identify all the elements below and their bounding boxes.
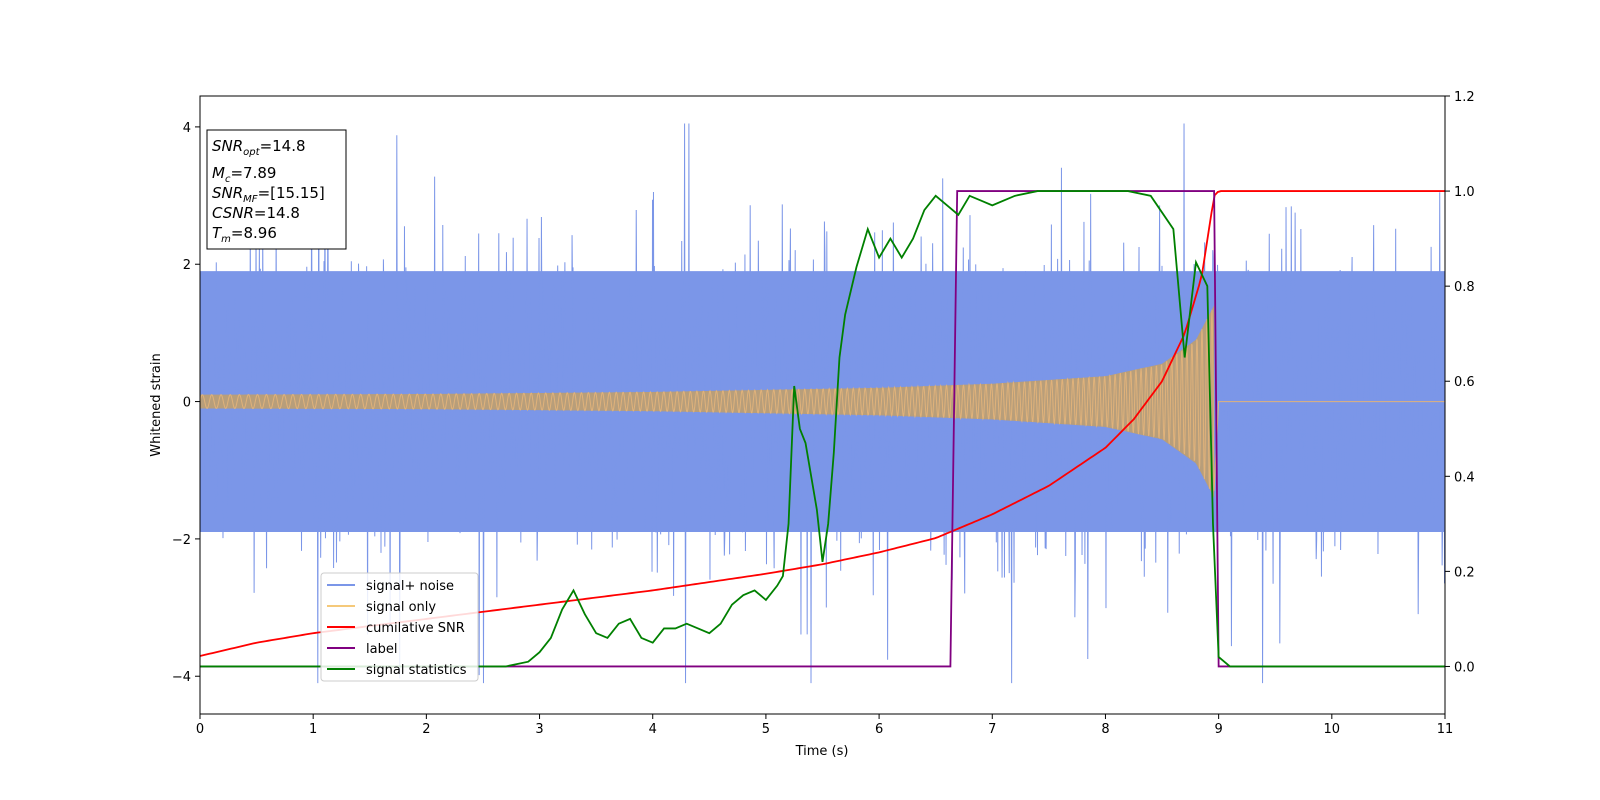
x-tick-label: 6 bbox=[875, 722, 883, 737]
legend-label: signal+ noise bbox=[366, 579, 454, 594]
x-axis-label: Time (s) bbox=[795, 744, 849, 759]
series-signal-only bbox=[200, 309, 1445, 491]
info-tm: Tm=8.96 bbox=[212, 224, 277, 245]
info-csnr: CSNR=14.8 bbox=[212, 204, 300, 222]
y-tick-label-left: 4 bbox=[183, 121, 191, 136]
legend-item-label: label bbox=[327, 642, 397, 657]
y-axis-label: Whitened strain bbox=[149, 353, 164, 456]
y-tick-label-left: 2 bbox=[183, 258, 191, 273]
x-tick-label: 9 bbox=[1214, 722, 1222, 737]
y-axis-left: −4 −2 0 2 4 bbox=[172, 121, 200, 685]
plot-area bbox=[200, 123, 1445, 684]
plot-frame bbox=[199, 95, 1446, 715]
x-tick-label: 10 bbox=[1324, 722, 1341, 737]
y-tick-label-left: −2 bbox=[172, 533, 191, 548]
legend-label: cumilative SNR bbox=[366, 621, 465, 636]
info-mc: Mc=7.89 bbox=[212, 164, 276, 185]
legend-frame bbox=[320, 572, 479, 682]
x-tick-label: 0 bbox=[196, 722, 204, 737]
legend-label: signal statistics bbox=[366, 663, 467, 678]
x-tick-label: 8 bbox=[1101, 722, 1109, 737]
legend-label: label bbox=[366, 642, 397, 657]
x-tick-label: 4 bbox=[649, 722, 657, 737]
legend: signal+ noise signal only cumilative SNR… bbox=[320, 572, 479, 682]
legend-item-signal-statistics: signal statistics bbox=[327, 663, 467, 678]
x-axis: 0 1 2 3 4 5 6 7 8 9 10 11 bbox=[196, 714, 1453, 737]
x-tick-label: 3 bbox=[535, 722, 543, 737]
y-tick-label-right: 0.4 bbox=[1454, 470, 1475, 485]
x-tick-label: 11 bbox=[1437, 722, 1454, 737]
y-tick-label-left: 0 bbox=[183, 396, 191, 411]
info-box: SNRopt=14.8 Mc=7.89 SNRMF=[15.15] CSNR=1… bbox=[206, 129, 347, 250]
series-signal-noise bbox=[200, 123, 1445, 684]
y-axis-right: 0.0 0.2 0.4 0.6 0.8 1.0 1.2 bbox=[1445, 90, 1475, 675]
y-tick-label-right: 0.2 bbox=[1454, 565, 1475, 580]
legend-item-cumulative-snr: cumilative SNR bbox=[327, 621, 465, 636]
signal-only-envelope bbox=[200, 305, 1215, 498]
x-tick-label: 1 bbox=[309, 722, 317, 737]
y-tick-label-left: −4 bbox=[172, 670, 191, 685]
info-snr-mf: SNRMF=[15.15] bbox=[212, 184, 325, 205]
legend-item-signal-only: signal only bbox=[327, 600, 436, 615]
series-signal-statistics bbox=[200, 190, 1445, 668]
y-tick-label-right: 1.2 bbox=[1454, 90, 1475, 105]
legend-label: signal only bbox=[366, 600, 436, 615]
y-tick-label-right: 1.0 bbox=[1454, 185, 1475, 200]
x-tick-label: 7 bbox=[988, 722, 996, 737]
x-tick-label: 5 bbox=[762, 722, 770, 737]
legend-item-signal-noise: signal+ noise bbox=[327, 579, 454, 594]
info-snr-opt: SNRopt=14.8 bbox=[212, 137, 306, 158]
y-tick-label-right: 0.8 bbox=[1454, 280, 1475, 295]
info-box-frame bbox=[206, 129, 347, 250]
y-tick-label-right: 0.0 bbox=[1454, 660, 1475, 675]
x-tick-label: 2 bbox=[422, 722, 430, 737]
y-tick-label-right: 0.6 bbox=[1454, 375, 1475, 390]
